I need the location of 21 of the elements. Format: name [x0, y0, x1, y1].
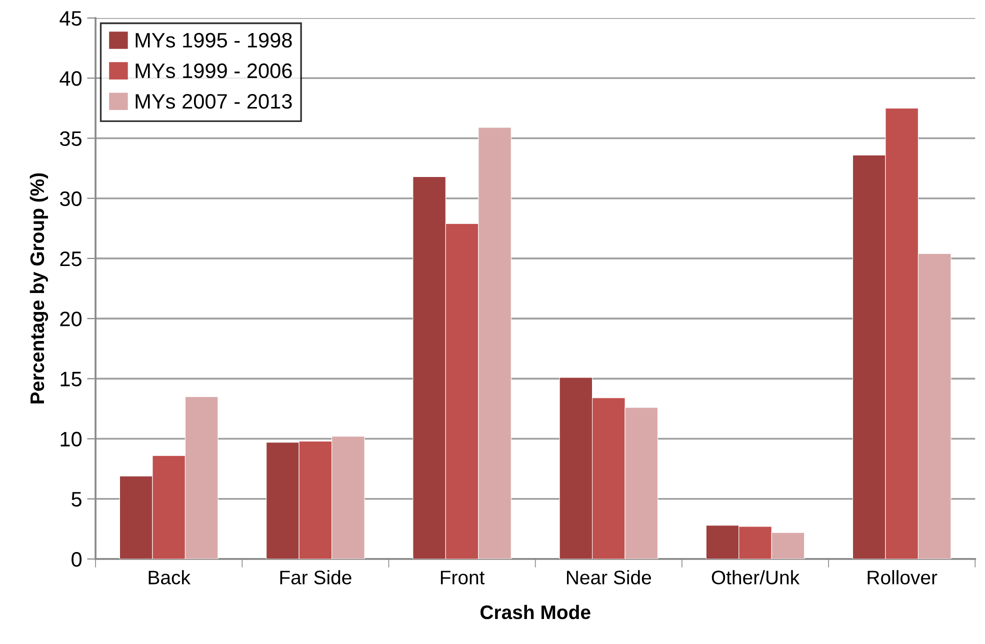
x-tick-label: Rollover — [868, 570, 938, 584]
x-tick-label: Far Side — [280, 570, 352, 584]
y-tick-label: 35 — [60, 131, 82, 146]
legend-label: MYs 1995 - 1998 — [136, 32, 292, 48]
x-tick-label: Front — [440, 570, 485, 584]
y-tick-label: 0 — [72, 552, 82, 567]
legend-label: MYs 2007 - 2013 — [136, 94, 292, 109]
x-tick-label: Near Side — [567, 570, 652, 584]
y-tick-label: 10 — [60, 432, 82, 447]
y-tick-label: 25 — [60, 251, 82, 266]
x-tick-label: Other/Unk — [712, 570, 800, 584]
y-tick-label: 15 — [60, 372, 82, 386]
y-tick-label: 40 — [60, 71, 82, 86]
y-tick-label: 20 — [60, 312, 82, 326]
y-tick-label: 5 — [72, 492, 82, 507]
y-axis-title: Percentage by Group (%) — [30, 173, 48, 404]
x-tick-label: Back — [148, 570, 190, 584]
y-tick-label: 45 — [60, 11, 82, 26]
legend-label: MYs 1999 - 2006 — [136, 63, 292, 78]
y-tick-label: 30 — [60, 191, 82, 206]
x-axis-title: Crash Mode — [480, 604, 590, 620]
